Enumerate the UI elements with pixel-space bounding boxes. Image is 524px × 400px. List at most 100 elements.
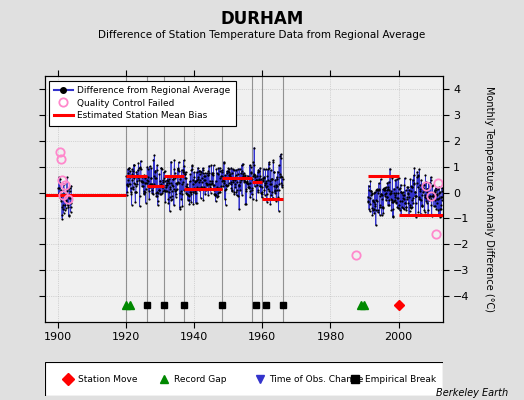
Point [147,165,156,171]
Point [197,184,205,191]
Point [67,200,75,206]
Point [217,173,225,180]
Point [275,208,283,214]
Point [127,202,136,208]
Point [416,188,424,194]
Point [395,202,403,208]
Point [177,167,185,173]
Point [139,191,148,197]
Point [145,183,154,190]
Point [225,173,234,180]
Point [220,160,228,166]
Point [66,188,74,195]
Point [194,179,203,186]
Point [126,181,135,188]
Point [391,199,400,206]
Point [402,206,410,213]
Point [438,184,446,191]
Point [394,204,402,211]
Point [127,185,135,191]
Point [227,188,236,194]
Point [400,206,408,212]
Point [392,176,401,182]
Point [246,162,254,168]
Point [421,194,429,200]
Point [183,184,192,190]
Point [174,159,183,165]
Point [204,170,213,176]
Point [189,177,198,183]
Point [204,168,213,174]
Point [373,186,381,192]
Point [432,191,441,197]
Point [224,182,232,188]
Point [419,185,427,192]
Point [256,165,264,171]
Point [202,187,210,193]
Point [164,196,172,202]
Point [61,193,70,200]
Point [411,189,419,195]
Point [151,167,160,174]
Point [267,167,275,173]
Point [154,198,162,204]
Point [268,195,277,202]
Point [132,189,140,196]
Point [422,189,431,196]
Point [269,169,278,175]
Point [415,193,423,200]
Point [64,192,72,199]
Point [434,196,442,202]
Point [409,172,418,179]
Point [205,181,214,187]
Point [258,184,267,190]
Point [399,196,408,203]
Point [251,172,259,178]
Point [408,184,416,190]
Point [420,209,429,215]
Point [430,203,438,210]
Point [163,173,172,179]
Point [144,166,152,172]
Point [139,173,147,180]
Point [158,188,167,194]
Point [193,184,202,191]
Point [135,177,143,184]
Point [179,169,187,175]
Point [435,213,444,220]
Point [386,191,394,197]
Point [273,176,281,182]
Point [364,193,372,200]
Point [427,177,435,183]
Point [431,189,439,195]
Point [436,188,444,195]
Point [147,174,155,181]
Point [212,166,221,172]
Point [201,180,210,186]
Point [161,184,170,190]
Point [372,196,380,203]
Point [201,172,210,179]
Point [184,192,193,198]
Point [196,171,204,177]
Point [276,153,285,159]
Point [414,173,422,180]
Point [414,196,423,202]
Point [409,176,417,183]
Point [255,167,264,174]
Point [239,173,247,179]
Point [278,176,287,182]
Point [165,189,173,195]
Point [386,188,395,194]
Point [380,187,388,194]
Point [249,172,258,178]
Point [209,170,217,176]
Point [170,202,178,208]
Point [265,159,273,166]
Point [189,200,198,207]
Point [261,166,270,172]
Point [381,191,390,198]
Point [379,210,388,216]
Point [369,206,378,212]
Point [182,182,190,189]
